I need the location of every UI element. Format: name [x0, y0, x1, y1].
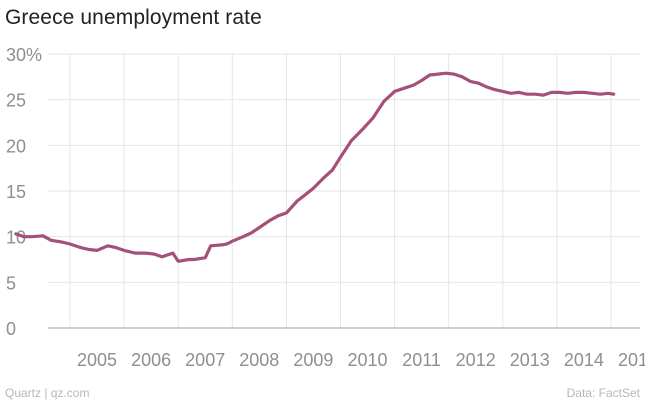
x-tick-label: 2014 [564, 350, 604, 370]
y-tick-label: 5 [6, 273, 16, 293]
x-tick-label: 2007 [185, 350, 225, 370]
y-axis-tick-labels: 0 5 10 15 20 25 30% [6, 45, 42, 339]
x-tick-label: 2006 [131, 350, 171, 370]
y-tick-label: 25 [6, 91, 26, 111]
y-tick-label: 20 [6, 136, 26, 156]
source-credit: Quartz | qz.com [5, 386, 90, 400]
x-tick-label: 2011 [402, 350, 441, 370]
x-tick-label: 2012 [456, 350, 496, 370]
x-tick-label: 2005 [77, 350, 117, 370]
x-tick-label: 2009 [293, 350, 333, 370]
chart-title: Greece unemployment rate [5, 6, 262, 29]
x-tick-label: 2008 [239, 350, 279, 370]
data-source: Data: FactSet [566, 386, 640, 400]
series-group [14, 71, 616, 263]
x-tick-label: 2010 [347, 350, 387, 370]
x-axis-tick-labels: 2005 2006 2007 2008 2009 2010 2011 2012 2013 2014… [77, 350, 645, 370]
y-tick-label: 0 [6, 319, 16, 339]
series-line [14, 71, 616, 263]
x-tick-label: 2013 [510, 350, 550, 370]
y-tick-label: 30% [6, 45, 42, 65]
grid-lines [48, 53, 640, 328]
y-tick-label: 15 [6, 182, 26, 202]
x-tick-label: 2015 [618, 350, 645, 370]
y-tick-label: 10 [6, 228, 26, 248]
